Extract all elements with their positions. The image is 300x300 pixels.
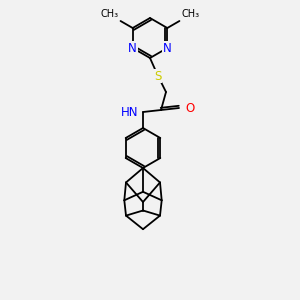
Text: CH₃: CH₃ — [100, 9, 118, 19]
Text: S: S — [154, 70, 162, 83]
Text: HN: HN — [121, 106, 138, 118]
Text: CH₃: CH₃ — [182, 9, 200, 19]
Text: N: N — [163, 41, 172, 55]
Text: O: O — [185, 101, 194, 115]
Text: N: N — [128, 41, 137, 55]
